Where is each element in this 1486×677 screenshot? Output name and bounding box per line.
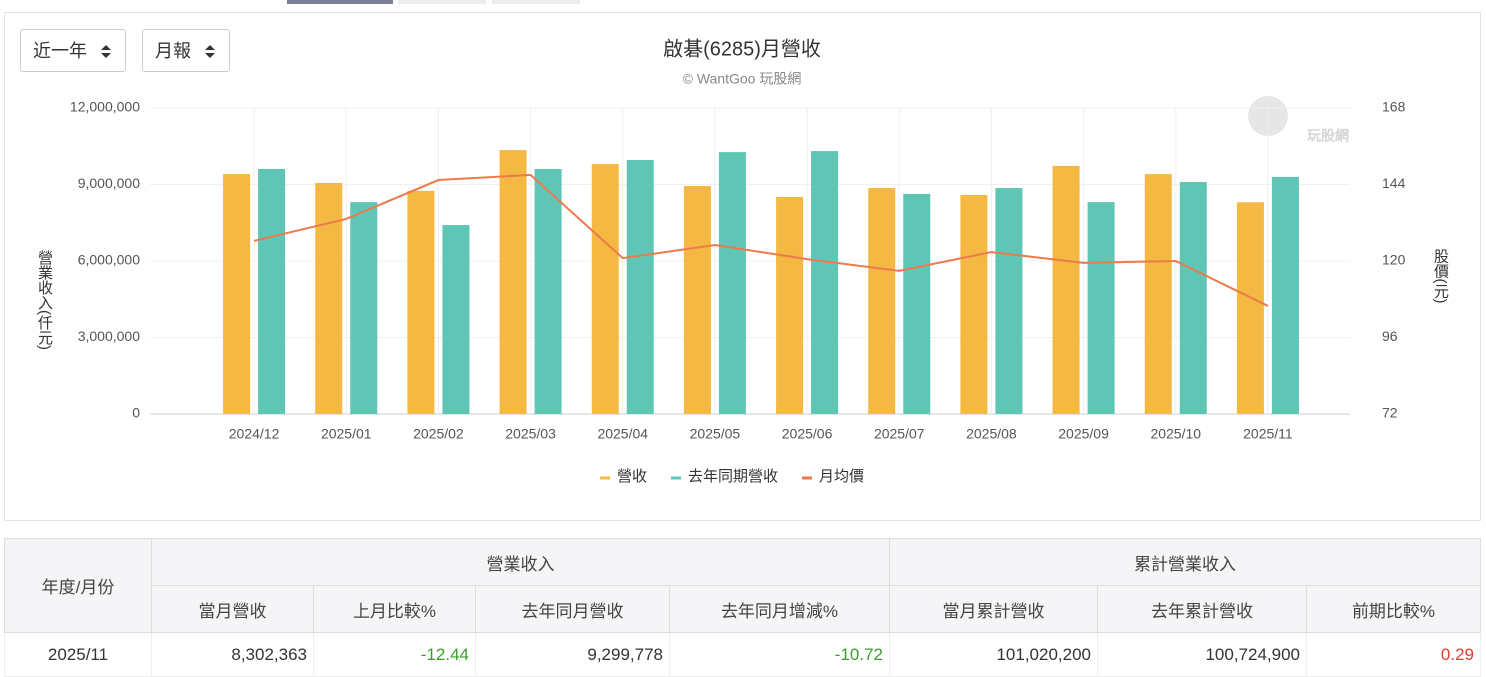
y2-tick-label: 120 [1382, 252, 1406, 268]
cell: 101,020,200 [889, 632, 1098, 677]
bar [223, 174, 251, 414]
x-tick-label: 2025/05 [690, 426, 741, 442]
x-tick-label: 2025/02 [413, 426, 464, 442]
bar [350, 202, 378, 414]
y2-tick-label: 72 [1382, 405, 1398, 421]
header-cell: 上月比較% [313, 585, 476, 633]
header-cell: 年度/月份 [4, 538, 152, 633]
bar [868, 188, 896, 414]
price-line [253, 173, 1269, 307]
legend-label: 營收 [617, 468, 647, 485]
bar [1179, 181, 1207, 414]
bar [1087, 202, 1115, 414]
y2-tick-label: 96 [1382, 328, 1398, 344]
bar [776, 196, 804, 414]
header-cell: 去年同月營收 [475, 585, 670, 633]
bar [1271, 176, 1299, 414]
x-tick-label: 2025/09 [1058, 426, 1109, 442]
tab[interactable] [492, 0, 580, 4]
header-cell: 當月營收 [151, 585, 314, 633]
y-tick-label: 0 [132, 405, 140, 421]
cell: 9,299,778 [475, 632, 670, 677]
header-cell: 當月累計營收 [889, 585, 1098, 633]
y2-tick-label: 144 [1382, 175, 1406, 191]
x-tick-label: 2025/03 [505, 426, 556, 442]
x-tick-label: 2025/01 [321, 426, 372, 442]
y2-axis-title: 股價(元) [1432, 249, 1449, 304]
bar [1052, 165, 1080, 414]
y-axis-title: 營業收入(仟元) [36, 250, 53, 350]
bar [811, 151, 839, 414]
y2-tick-label: 168 [1382, 99, 1406, 115]
tab[interactable] [287, 0, 393, 4]
bar [683, 186, 711, 414]
x-tick-label: 2025/08 [966, 426, 1017, 442]
bar [499, 150, 527, 414]
chart: 啟碁(6285)月營收 © WantGoo 玩股網 玩股網 營業收入(仟元) 股… [36, 37, 1449, 485]
watermark: 玩股網 [1307, 128, 1349, 144]
bar [534, 168, 562, 414]
bar [442, 225, 470, 414]
bar [258, 168, 286, 414]
y-tick-label: 6,000,000 [78, 252, 140, 268]
chart-title: 啟碁(6285)月營收 [663, 37, 821, 60]
chart-subtitle: © WantGoo 玩股網 [683, 71, 802, 87]
range-select[interactable]: 近一年 [20, 29, 126, 72]
header-cell: 前期比較% [1306, 585, 1481, 633]
y-tick-label: 12,000,000 [70, 99, 140, 115]
cell: 8,302,363 [151, 632, 314, 677]
cell: 0.29 [1306, 632, 1481, 677]
period-select[interactable]: 月報 [142, 29, 230, 72]
x-tick-label: 2025/07 [874, 426, 925, 442]
group-header: 營業收入 [151, 538, 890, 586]
tab[interactable] [398, 0, 486, 4]
revenue-table: 年度/月份 營業收入 累計營業收入 當月營收 上月比較% 去年同月營收 去年同月… [4, 538, 1481, 677]
y-tick-label: 9,000,000 [78, 175, 140, 191]
bar [1144, 174, 1172, 414]
bar [591, 164, 619, 414]
bar [718, 152, 746, 415]
bar [995, 188, 1023, 414]
cell: 100,724,900 [1097, 632, 1307, 677]
group-header: 累計營業收入 [889, 538, 1481, 586]
legend-label: 去年同期營收 [688, 468, 778, 485]
bar [903, 193, 931, 414]
y-tick-label: 3,000,000 [78, 328, 140, 344]
cell: 2025/11 [4, 632, 152, 677]
x-tick-label: 2025/10 [1150, 426, 1201, 442]
cell: -10.72 [669, 632, 890, 677]
chart-panel [4, 12, 1481, 521]
x-tick-label: 2025/06 [782, 426, 833, 442]
bar [407, 190, 435, 414]
x-tick-label: 2025/04 [597, 426, 648, 442]
x-tick-label: 2025/11 [1243, 426, 1293, 442]
header-cell: 去年同月增減% [669, 585, 890, 633]
header-cell: 去年累計營收 [1097, 585, 1307, 633]
legend-label: 月均價 [819, 468, 864, 485]
bar [1236, 202, 1264, 414]
bar [626, 160, 654, 414]
cell: -12.44 [313, 632, 476, 677]
bar [315, 182, 343, 414]
bar [960, 194, 988, 414]
x-tick-label: 2024/12 [229, 426, 280, 442]
